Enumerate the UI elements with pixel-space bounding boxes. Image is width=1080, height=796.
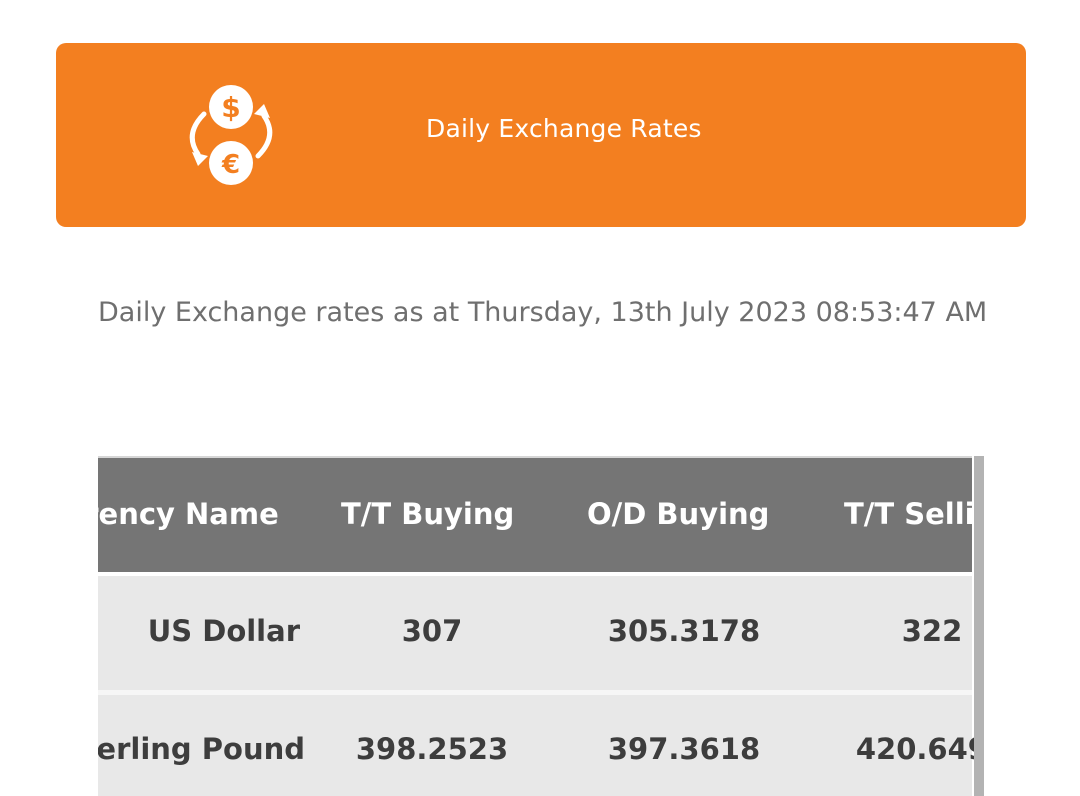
row-divider	[98, 690, 972, 695]
table-header: Currency Name T/T Buying O/D Buying T/T …	[98, 456, 984, 572]
svg-text:$: $	[221, 91, 240, 124]
cell-currency-name: Sterling Pound	[98, 732, 305, 766]
column-header-od-buying: O/D Buying	[587, 497, 770, 531]
column-header-currency-name: Currency Name	[98, 497, 279, 531]
exchange-rates-table[interactable]: Currency Name T/T Buying O/D Buying T/T …	[98, 456, 984, 796]
cell-tt-selling: 322	[901, 614, 963, 648]
cell-od-buying: 305.3178	[607, 614, 761, 648]
cell-tt-buying: 398.2523	[355, 732, 509, 766]
exchange-rates-banner	[56, 43, 1026, 227]
table-row: Sterling Pound 398.2523 397.3618 420.649…	[98, 695, 984, 796]
rates-timestamp: Daily Exchange rates as at Thursday, 13t…	[98, 297, 988, 328]
cell-tt-buying: 307	[401, 614, 463, 648]
cell-tt-selling: 420.6495	[855, 732, 984, 766]
cell-od-buying: 397.3618	[607, 732, 761, 766]
column-header-tt-selling: T/T Selling	[844, 497, 984, 531]
banner-title: Daily Exchange Rates	[426, 114, 702, 143]
currency-exchange-icon: $ €	[189, 85, 273, 185]
column-header-tt-buying: T/T Buying	[341, 497, 515, 531]
table-scrollbar[interactable]	[974, 456, 984, 796]
cell-currency-name: US Dollar	[147, 614, 300, 648]
svg-text:€: €	[221, 150, 240, 180]
table-row: US Dollar 307 305.3178 322	[98, 576, 972, 690]
